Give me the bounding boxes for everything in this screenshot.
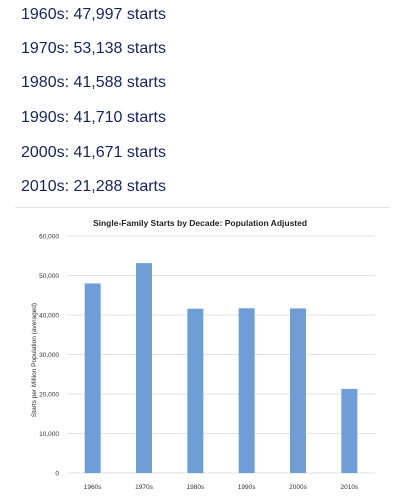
y-axis-label: Starts per Million Population (averaged)	[31, 303, 38, 417]
bar-chart: Single-Family Starts by Decade: Populati…	[31, 218, 375, 491]
decade-stat-line: 1960s: 47,997 starts	[21, 6, 166, 24]
y-tick-label: 20,000	[39, 392, 59, 399]
decade-starts-value: 21,288 starts	[73, 178, 167, 195]
y-tick-label: 30,000	[39, 352, 59, 359]
decade-starts-value: 41,588 starts	[73, 74, 167, 91]
bar-2000s	[290, 308, 306, 473]
x-tick-label: 1990s	[238, 484, 256, 491]
y-tick-label: 10,000	[39, 431, 59, 438]
x-tick-label: 2000s	[289, 484, 307, 491]
decade-stat-line: 1970s: 53,138 starts	[21, 40, 166, 58]
y-tick-label: 50,000	[39, 273, 59, 280]
grid-lines	[67, 235, 375, 474]
bar-1960s	[84, 283, 101, 473]
chart-top-divider	[15, 207, 390, 208]
bar-2010s	[341, 388, 358, 473]
y-tick-label: 60,000	[39, 234, 59, 241]
decade-starts-value: 47,997 starts	[73, 6, 167, 23]
y-axis-ticks: 0 10,000 20,000 30,000 40,000 50,000 60,000	[39, 234, 59, 478]
x-tick-label: 1980s	[186, 484, 204, 491]
x-tick-label: 1960s	[84, 484, 102, 491]
decade-label: 2010s:	[21, 178, 70, 195]
bar-1990s	[238, 308, 255, 473]
decade-starts-value: 41,671 starts	[73, 144, 167, 161]
decade-starts-value: 53,138 starts	[73, 40, 167, 57]
y-tick-label: 0	[55, 471, 59, 478]
bars	[84, 263, 358, 473]
decade-starts-value: 41,710 starts	[73, 109, 167, 126]
decade-label: 1960s:	[21, 6, 70, 23]
x-axis-ticks: 1960s 1970s 1980s 1990s 2000s 2010s	[84, 484, 359, 491]
y-tick-label: 40,000	[39, 313, 59, 320]
x-tick-label: 1970s	[135, 484, 153, 491]
decade-stat-line: 2000s: 41,671 starts	[21, 144, 166, 162]
bar-1970s	[136, 263, 152, 473]
decade-stat-line: 1980s: 41,588 starts	[21, 74, 166, 92]
chart-title: Single-Family Starts by Decade: Populati…	[93, 218, 307, 228]
x-tick-label: 2010s	[340, 484, 358, 491]
bar-1980s	[187, 308, 204, 473]
decade-stat-line: 1990s: 41,710 starts	[21, 109, 166, 127]
chart-container: Single-Family Starts by Decade: Populati…	[15, 207, 390, 497]
decade-label: 1970s:	[21, 40, 70, 57]
decade-label: 2000s:	[21, 144, 70, 161]
decade-label: 1990s:	[21, 109, 70, 126]
decade-stat-line: 2010s: 21,288 starts	[21, 178, 166, 196]
decade-label: 1980s:	[21, 74, 70, 91]
